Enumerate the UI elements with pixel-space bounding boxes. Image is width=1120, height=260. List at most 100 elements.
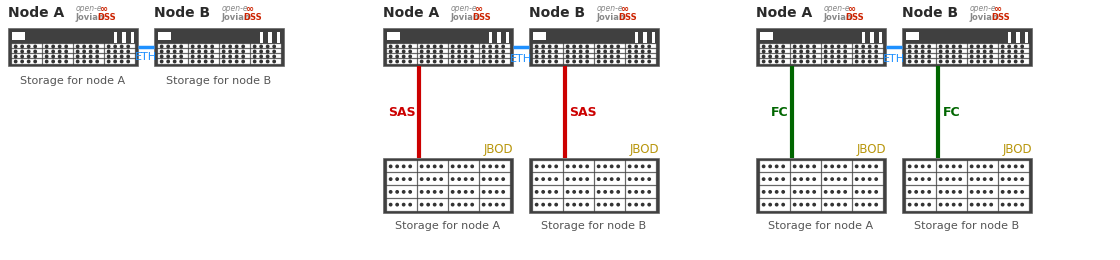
Circle shape [946, 165, 949, 168]
Bar [563, 55, 594, 59]
Bar [791, 186, 821, 198]
Circle shape [573, 191, 576, 193]
Circle shape [465, 203, 467, 206]
Circle shape [604, 60, 606, 63]
Circle shape [628, 165, 631, 168]
Circle shape [409, 178, 411, 180]
Circle shape [396, 165, 399, 168]
Circle shape [844, 165, 847, 168]
Circle shape [427, 60, 429, 63]
Text: Node B: Node B [529, 6, 585, 20]
Circle shape [868, 50, 871, 53]
Circle shape [868, 178, 871, 180]
Circle shape [959, 60, 961, 63]
Circle shape [1001, 191, 1004, 193]
Circle shape [427, 50, 429, 53]
Bar [122, 32, 125, 43]
Circle shape [977, 165, 979, 168]
Circle shape [1021, 60, 1024, 63]
Circle shape [579, 50, 582, 53]
Circle shape [990, 55, 992, 58]
Circle shape [635, 55, 637, 58]
Circle shape [875, 178, 877, 180]
Circle shape [648, 165, 651, 168]
Circle shape [121, 45, 123, 48]
Circle shape [959, 55, 961, 58]
Circle shape [15, 50, 17, 53]
Circle shape [813, 165, 815, 168]
Bar [759, 49, 790, 54]
Bar [595, 160, 625, 172]
Circle shape [273, 45, 276, 48]
Circle shape [586, 203, 588, 206]
Circle shape [838, 165, 840, 168]
Circle shape [838, 50, 840, 53]
Bar [220, 44, 250, 48]
Bar [113, 32, 116, 43]
Circle shape [108, 60, 110, 63]
Circle shape [235, 60, 237, 63]
Bar [821, 186, 851, 198]
Circle shape [928, 50, 931, 53]
Circle shape [114, 55, 116, 58]
Circle shape [824, 45, 827, 48]
Circle shape [489, 60, 492, 63]
Circle shape [260, 55, 262, 58]
Circle shape [198, 45, 200, 48]
Circle shape [242, 50, 244, 53]
Circle shape [502, 203, 504, 206]
Circle shape [573, 55, 576, 58]
Circle shape [838, 45, 840, 48]
Circle shape [793, 203, 796, 206]
Circle shape [946, 178, 949, 180]
Bar [418, 186, 448, 198]
Circle shape [535, 45, 538, 48]
Circle shape [922, 165, 924, 168]
Text: ETH: ETH [134, 52, 157, 62]
Circle shape [763, 178, 765, 180]
Circle shape [567, 178, 569, 180]
Bar [870, 32, 874, 43]
Circle shape [868, 203, 871, 206]
Bar [759, 44, 790, 48]
Bar [791, 49, 821, 54]
Circle shape [800, 55, 802, 58]
Text: Storage for node B: Storage for node B [914, 221, 1019, 231]
Circle shape [433, 178, 436, 180]
Bar [74, 49, 103, 54]
Circle shape [838, 60, 840, 63]
Circle shape [483, 45, 485, 48]
Circle shape [597, 60, 600, 63]
Circle shape [535, 178, 538, 180]
Circle shape [983, 45, 986, 48]
Circle shape [465, 55, 467, 58]
Circle shape [573, 60, 576, 63]
Circle shape [952, 45, 955, 48]
Circle shape [800, 191, 802, 193]
Circle shape [868, 60, 871, 63]
Text: DSS: DSS [991, 13, 1010, 22]
Circle shape [46, 60, 48, 63]
Circle shape [567, 45, 569, 48]
Circle shape [959, 50, 961, 53]
Circle shape [472, 191, 474, 193]
Circle shape [458, 45, 460, 48]
Circle shape [556, 165, 558, 168]
Bar [563, 60, 594, 63]
Bar [386, 55, 417, 59]
Circle shape [223, 50, 225, 53]
Circle shape [556, 60, 558, 63]
Circle shape [465, 60, 467, 63]
Bar [936, 199, 967, 211]
Circle shape [775, 165, 778, 168]
Circle shape [831, 191, 833, 193]
Circle shape [875, 165, 877, 168]
Circle shape [502, 50, 504, 53]
Text: Storage for node A: Storage for node A [20, 76, 125, 86]
Text: ∞: ∞ [620, 4, 628, 14]
Circle shape [793, 165, 796, 168]
Bar [905, 199, 935, 211]
Circle shape [472, 50, 474, 53]
Circle shape [440, 50, 442, 53]
Circle shape [451, 45, 454, 48]
